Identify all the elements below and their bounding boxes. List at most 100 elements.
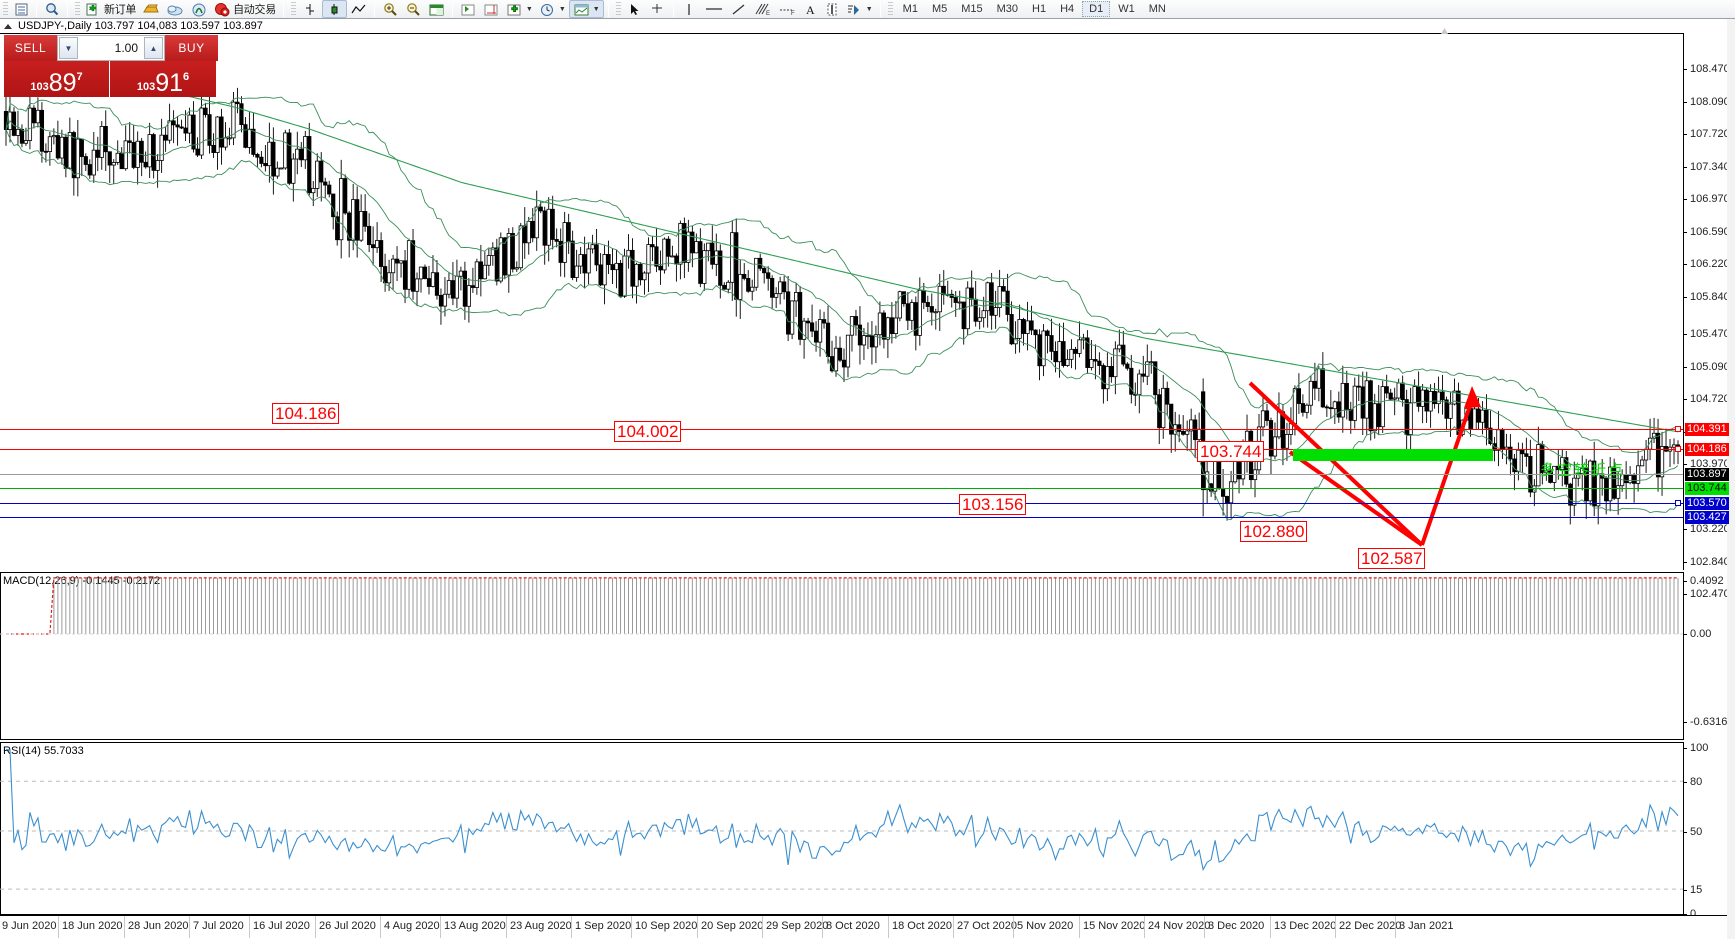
rsi-pane[interactable] [0,742,1683,915]
one-click-trading-panel[interactable]: SELL ▼ 1.00 ▲ BUY 103 89 7 103 91 6 [4,35,218,97]
sell-button[interactable]: SELL [4,35,57,61]
date-tick [380,916,381,938]
cloud-icon[interactable] [163,0,187,18]
line-chart-icon[interactable] [347,0,370,18]
price-level-tag[interactable]: 103.744 [1685,482,1729,495]
data-window-icon[interactable] [425,0,448,18]
timeframe-m15[interactable]: M15 [961,3,983,15]
chevron-down-icon[interactable]: ▼ [865,5,873,13]
fibo-fan-icon[interactable]: F [775,0,800,18]
axis-tick [1683,264,1687,265]
crosshair-icon[interactable] [646,0,669,18]
timeframe-h1[interactable]: H1 [1032,3,1047,15]
volume-value[interactable]: 1.00 [114,41,138,55]
price-level-line[interactable] [0,503,1683,504]
price-level-tag[interactable]: 103.897 [1685,468,1729,481]
shift-chart-icon[interactable] [457,0,480,18]
vline-icon[interactable] [678,0,701,18]
price-callout[interactable]: 102.587 [1358,548,1426,569]
price-level-handle[interactable] [1675,500,1681,506]
chart-symbol-ohlc: USDJPY-,Daily 103.797 104,083 103.597 10… [18,20,263,32]
indicators-icon[interactable]: ▼ [503,0,536,18]
price-level-handle[interactable] [1675,426,1681,432]
label-icon[interactable] [821,0,843,18]
timeframe-d1[interactable]: D1 [1082,1,1111,17]
axis-tick [1683,367,1687,368]
candle-chart-icon[interactable] [321,0,347,18]
axis-tick-label: 0.4092 [1690,575,1724,587]
hline-icon[interactable] [701,0,727,18]
chevron-down-icon[interactable]: ▼ [525,5,533,13]
octp-price-row: 103 89 7 103 91 6 [4,61,218,97]
axis-tick-label: 105.470 [1690,328,1730,340]
price-level-tag[interactable]: 103.570 [1685,497,1729,510]
timeframe-mn[interactable]: MN [1148,3,1166,15]
right-scrollbar[interactable] [1727,19,1735,939]
price-callout[interactable]: 103.744 [1197,441,1265,462]
new-order-button[interactable]: 新订单 [83,0,139,18]
price-callout[interactable]: 102.880 [1240,521,1308,542]
date-tick-label: 18 Oct 2020 [892,920,952,932]
zoom-out-icon[interactable] [402,0,425,18]
axis-tick [1683,581,1687,582]
macd-axis-line [1683,572,1684,740]
price-level-handle[interactable] [1675,446,1681,452]
timeframe-w1[interactable]: W1 [1118,3,1135,15]
timeframe-m1[interactable]: M1 [902,3,918,15]
macd-pane[interactable] [0,572,1683,740]
price-level-line[interactable] [0,517,1683,518]
shapes-icon[interactable]: ▼ [843,0,876,18]
date-tick [315,916,316,938]
timeframe-m30[interactable]: M30 [996,3,1019,15]
volume-down-button[interactable]: ▼ [59,37,78,59]
ask-price-box[interactable]: 103 91 6 [110,61,216,97]
cursor-icon[interactable] [624,0,646,18]
toolbar-grip[interactable] [75,1,80,17]
date-tick [249,916,250,938]
price-callout[interactable]: 104.186 [272,403,340,424]
price-pane[interactable] [0,33,1683,570]
search-icon[interactable] [41,0,63,18]
terminal-list-button[interactable] [11,0,32,18]
toolbar-grip[interactable] [290,1,296,17]
scroll-up-arrow-icon[interactable] [1440,22,1449,34]
templates-icon[interactable]: ▼ [568,0,604,18]
bid-price-box[interactable]: 103 89 7 [4,61,110,97]
buy-button[interactable]: BUY [165,35,218,61]
gold-bar-icon[interactable] [139,0,163,18]
price-level-line[interactable] [0,474,1683,475]
timeframe-m5[interactable]: M5 [931,3,948,15]
price-level-line[interactable] [0,488,1683,489]
chevron-down-icon[interactable]: ▼ [558,5,566,13]
date-tick-label: 24 Nov 2020 [1148,920,1211,932]
price-level-tag[interactable]: 104.391 [1685,423,1729,436]
auto-scroll-icon[interactable] [480,0,503,18]
volume-up-button[interactable]: ▲ [144,37,163,59]
price-callout[interactable]: 104.002 [614,421,682,442]
axis-tick-label: 0.00 [1690,628,1712,640]
axis-tick [1683,297,1687,298]
chevron-down-icon[interactable]: ▼ [592,5,600,13]
toolbar-grip[interactable] [3,1,8,17]
zoom-in-icon[interactable] [379,0,402,18]
collapse-triangle-icon[interactable] [4,23,12,29]
bid-price-fraction: 7 [76,71,83,83]
price-callout[interactable]: 103.156 [959,494,1027,515]
toolbar-grip[interactable] [615,1,621,17]
fibo-icon[interactable]: E [750,0,775,18]
signal-icon[interactable] [187,0,211,18]
text-icon[interactable]: A [800,0,821,18]
trendline-icon[interactable] [727,0,750,18]
periods-icon[interactable]: ▼ [536,0,569,18]
auto-trading-button[interactable]: 自动交易 [211,0,279,18]
price-level-line[interactable] [0,429,1683,430]
volume-field[interactable]: ▼ 1.00 ▲ [57,35,165,61]
toolbar-grip[interactable] [887,1,893,17]
date-tick [1013,916,1014,938]
date-tick [1144,916,1145,938]
bar-chart-icon[interactable] [299,0,322,18]
price-level-tag[interactable]: 103.427 [1685,511,1729,524]
timeframe-h4[interactable]: H4 [1060,3,1075,15]
axis-tick [1683,914,1687,915]
price-level-tag[interactable]: 104.186 [1685,443,1729,456]
